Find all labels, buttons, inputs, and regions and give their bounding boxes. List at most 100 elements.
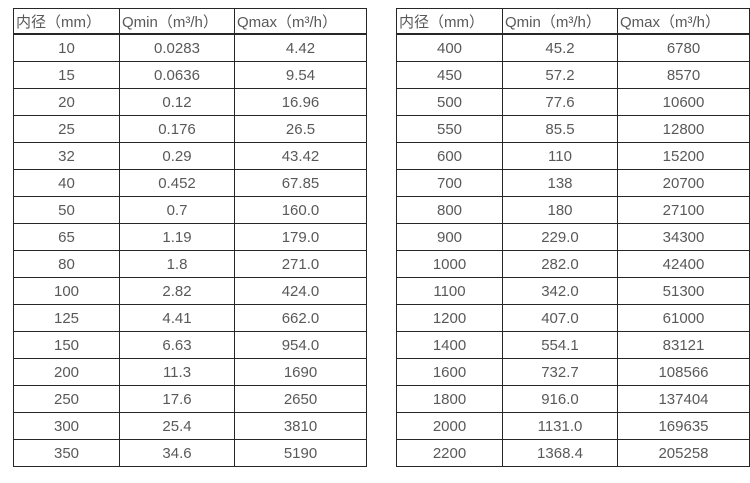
- table-cell: 100: [13, 277, 120, 305]
- table-cell: 229.0: [502, 223, 618, 251]
- table-row: 125 4.41 662.0: [13, 304, 367, 332]
- table-cell: 51300: [617, 277, 750, 305]
- table-row: 32 0.29 43.42: [13, 142, 367, 170]
- table-cell: 77.6: [502, 88, 618, 116]
- table-cell: 1000: [396, 250, 503, 278]
- table-cell: 179.0: [234, 223, 367, 251]
- table-row: 900 229.0 34300: [396, 223, 750, 251]
- table-cell: 169635: [617, 412, 750, 440]
- table-cell: 12800: [617, 115, 750, 143]
- table-cell: 600: [396, 142, 503, 170]
- table-cell: 900: [396, 223, 503, 251]
- table-cell: 150: [13, 331, 120, 359]
- table-cell: 250: [13, 385, 120, 413]
- table-cell: 25.4: [119, 412, 235, 440]
- table-row: 350 34.6 5190: [13, 439, 367, 467]
- column-header: 内径（mm）: [396, 8, 503, 35]
- flow-table-right: 内径（mm） Qmin（m³/h） Qmax（m³/h） 400 45.2 6780 450…: [396, 8, 750, 467]
- table-cell: 11.3: [119, 358, 235, 386]
- table-cell: 83121: [617, 331, 750, 359]
- table-cell: 50: [13, 196, 120, 224]
- table-cell: 662.0: [234, 304, 367, 332]
- table-cell: 282.0: [502, 250, 618, 278]
- table-row: 15 0.0636 9.54: [13, 61, 367, 89]
- table-row: 100 2.82 424.0: [13, 277, 367, 305]
- table-cell: 15200: [617, 142, 750, 170]
- table-cell: 2200: [396, 439, 503, 467]
- table-row: 1100 342.0 51300: [396, 277, 750, 305]
- table-row: 25 0.176 26.5: [13, 115, 367, 143]
- table-row: 550 85.5 12800: [396, 115, 750, 143]
- table-cell: 1400: [396, 331, 503, 359]
- column-header: Qmin（m³/h）: [502, 8, 618, 35]
- table-cell: 10: [13, 33, 120, 62]
- table-cell: 271.0: [234, 250, 367, 278]
- table-cell: 205258: [617, 439, 750, 467]
- table-cell: 1.19: [119, 223, 235, 251]
- table-cell: 26.5: [234, 115, 367, 143]
- table-cell: 1800: [396, 385, 503, 413]
- table-cell: 17.6: [119, 385, 235, 413]
- table-cell: 342.0: [502, 277, 618, 305]
- table-row: 2200 1368.4 205258: [396, 439, 750, 467]
- table-cell: 300: [13, 412, 120, 440]
- table-cell: 954.0: [234, 331, 367, 359]
- table-cell: 2000: [396, 412, 503, 440]
- page: 内径（mm） Qmin（m³/h） Qmax（m³/h） 10 0.0283 4.42 15…: [13, 8, 750, 467]
- table-cell: 2650: [234, 385, 367, 413]
- table-row: 50 0.7 160.0: [13, 196, 367, 224]
- header-row: 内径（mm） Qmin（m³/h） Qmax（m³/h）: [396, 8, 750, 35]
- table-row: 2000 1131.0 169635: [396, 412, 750, 440]
- table-cell: 108566: [617, 358, 750, 386]
- table-cell: 700: [396, 169, 503, 197]
- table-cell: 160.0: [234, 196, 367, 224]
- table-cell: 0.0636: [119, 61, 235, 89]
- table-cell: 6780: [617, 33, 750, 62]
- table-cell: 2.82: [119, 277, 235, 305]
- table-cell: 550: [396, 115, 503, 143]
- table-cell: 85.5: [502, 115, 618, 143]
- table-row: 10 0.0283 4.42: [13, 33, 367, 62]
- table-cell: 16.96: [234, 88, 367, 116]
- table-cell: 1368.4: [502, 439, 618, 467]
- table-row: 65 1.19 179.0: [13, 223, 367, 251]
- table-cell: 57.2: [502, 61, 618, 89]
- table-row: 400 45.2 6780: [396, 33, 750, 62]
- table-cell: 34300: [617, 223, 750, 251]
- column-header: Qmax（m³/h）: [234, 8, 367, 35]
- table-row: 700 138 20700: [396, 169, 750, 197]
- table-cell: 400: [396, 33, 503, 62]
- table-cell: 25: [13, 115, 120, 143]
- table-row: 1400 554.1 83121: [396, 331, 750, 359]
- column-header: Qmax（m³/h）: [617, 8, 750, 35]
- table-row: 250 17.6 2650: [13, 385, 367, 413]
- table-cell: 1200: [396, 304, 503, 332]
- table-cell: 200: [13, 358, 120, 386]
- table-row: 200 11.3 1690: [13, 358, 367, 386]
- table-cell: 1131.0: [502, 412, 618, 440]
- table-cell: 34.6: [119, 439, 235, 467]
- table-cell: 0.12: [119, 88, 235, 116]
- flow-table-left: 内径（mm） Qmin（m³/h） Qmax（m³/h） 10 0.0283 4.42 15…: [13, 8, 367, 467]
- table-cell: 916.0: [502, 385, 618, 413]
- table-cell: 1600: [396, 358, 503, 386]
- table-cell: 4.42: [234, 33, 367, 62]
- table-row: 40 0.452 67.85: [13, 169, 367, 197]
- table-cell: 450: [396, 61, 503, 89]
- table-cell: 350: [13, 439, 120, 467]
- table-cell: 0.452: [119, 169, 235, 197]
- table-cell: 0.7: [119, 196, 235, 224]
- table-cell: 732.7: [502, 358, 618, 386]
- table-cell: 138: [502, 169, 618, 197]
- table-cell: 42400: [617, 250, 750, 278]
- table-cell: 9.54: [234, 61, 367, 89]
- column-header: Qmin（m³/h）: [119, 8, 235, 35]
- column-header: 内径（mm）: [13, 8, 120, 35]
- table-row: 1600 732.7 108566: [396, 358, 750, 386]
- table-row: 1800 916.0 137404: [396, 385, 750, 413]
- table-cell: 65: [13, 223, 120, 251]
- table-cell: 125: [13, 304, 120, 332]
- table-row: 80 1.8 271.0: [13, 250, 367, 278]
- table-cell: 424.0: [234, 277, 367, 305]
- table-row: 20 0.12 16.96: [13, 88, 367, 116]
